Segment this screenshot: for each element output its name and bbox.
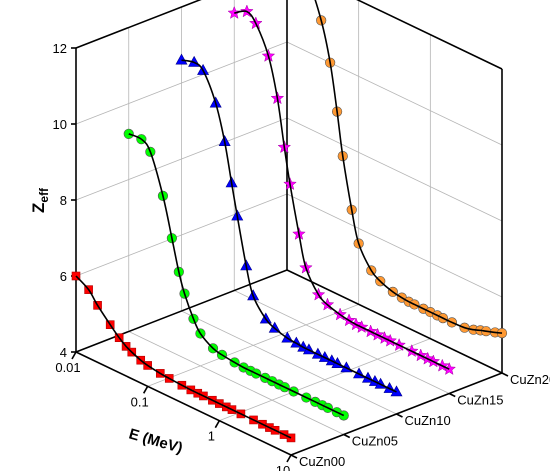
back-wall-gridline: [286, 117, 503, 222]
x-tick-label: 0.01: [55, 360, 80, 375]
series-line: [128, 133, 345, 417]
x-tick-label: 1: [208, 429, 215, 444]
chart-frame: [71, 0, 509, 463]
data-point-marker: [175, 53, 188, 65]
z-axis-title: Zeff: [29, 187, 51, 213]
z-axis-title-sub: eff: [37, 187, 51, 203]
series-group: [71, 0, 508, 443]
frame-edge: [75, 269, 288, 353]
category-tick-mark: [396, 413, 403, 418]
series-CuZn00: [71, 271, 296, 443]
x-tick-mark: [71, 351, 77, 360]
series-CuZn20: [314, 0, 508, 339]
x-tick-label: 10: [276, 463, 290, 471]
back-wall-gridline: [357, 0, 503, 70]
series-line: [314, 0, 503, 334]
category-tick-mark: [343, 433, 351, 439]
frame-edge: [286, 269, 503, 374]
z-tick-label: 12: [53, 41, 67, 56]
back-wall-gridline: [286, 193, 503, 298]
category-tick-mark: [448, 392, 456, 398]
x-tick-mark: [142, 385, 149, 394]
x-axis-line: [75, 351, 292, 456]
z-tick-label: 10: [53, 117, 67, 132]
floor-gridline: [128, 331, 344, 435]
series-CuZn05: [123, 128, 349, 421]
series-markers: [316, 15, 508, 339]
z-tick-label: 6: [60, 269, 67, 284]
series-CuZn15: [227, 4, 457, 375]
series-line: [234, 10, 450, 370]
category-label: CuZn00: [299, 454, 345, 469]
category-label: CuZn15: [457, 393, 503, 408]
series-CuZn10: [175, 53, 403, 397]
category-tick-mark: [501, 372, 509, 377]
floor-gridline: [181, 310, 397, 415]
x-axis-title: E (MeV): [127, 426, 185, 458]
back-wall-gridline: [286, 41, 503, 146]
floor-gridline: [234, 290, 450, 394]
x-tick-mark: [286, 454, 292, 463]
category-label: CuZn10: [405, 413, 451, 428]
category-tick-mark: [290, 454, 298, 459]
series-line: [75, 275, 292, 439]
x-tick-mark: [214, 420, 221, 429]
category-label: CuZn20: [510, 372, 550, 387]
z-axis-title-main: Z: [29, 203, 48, 213]
frame-edge: [356, 0, 503, 70]
frame-edge: [75, 0, 202, 49]
series-line: [181, 59, 397, 393]
z-tick-label: 8: [60, 193, 67, 208]
tick-labels: 4 6 8 10 12 0.01 0.1 1 10 CuZn00 CuZn05 CuZn10 CuZn1…: [53, 41, 550, 471]
category-label: CuZn05: [352, 434, 398, 449]
z-tick-label: 4: [60, 345, 67, 360]
x-tick-label: 0.1: [131, 394, 149, 409]
